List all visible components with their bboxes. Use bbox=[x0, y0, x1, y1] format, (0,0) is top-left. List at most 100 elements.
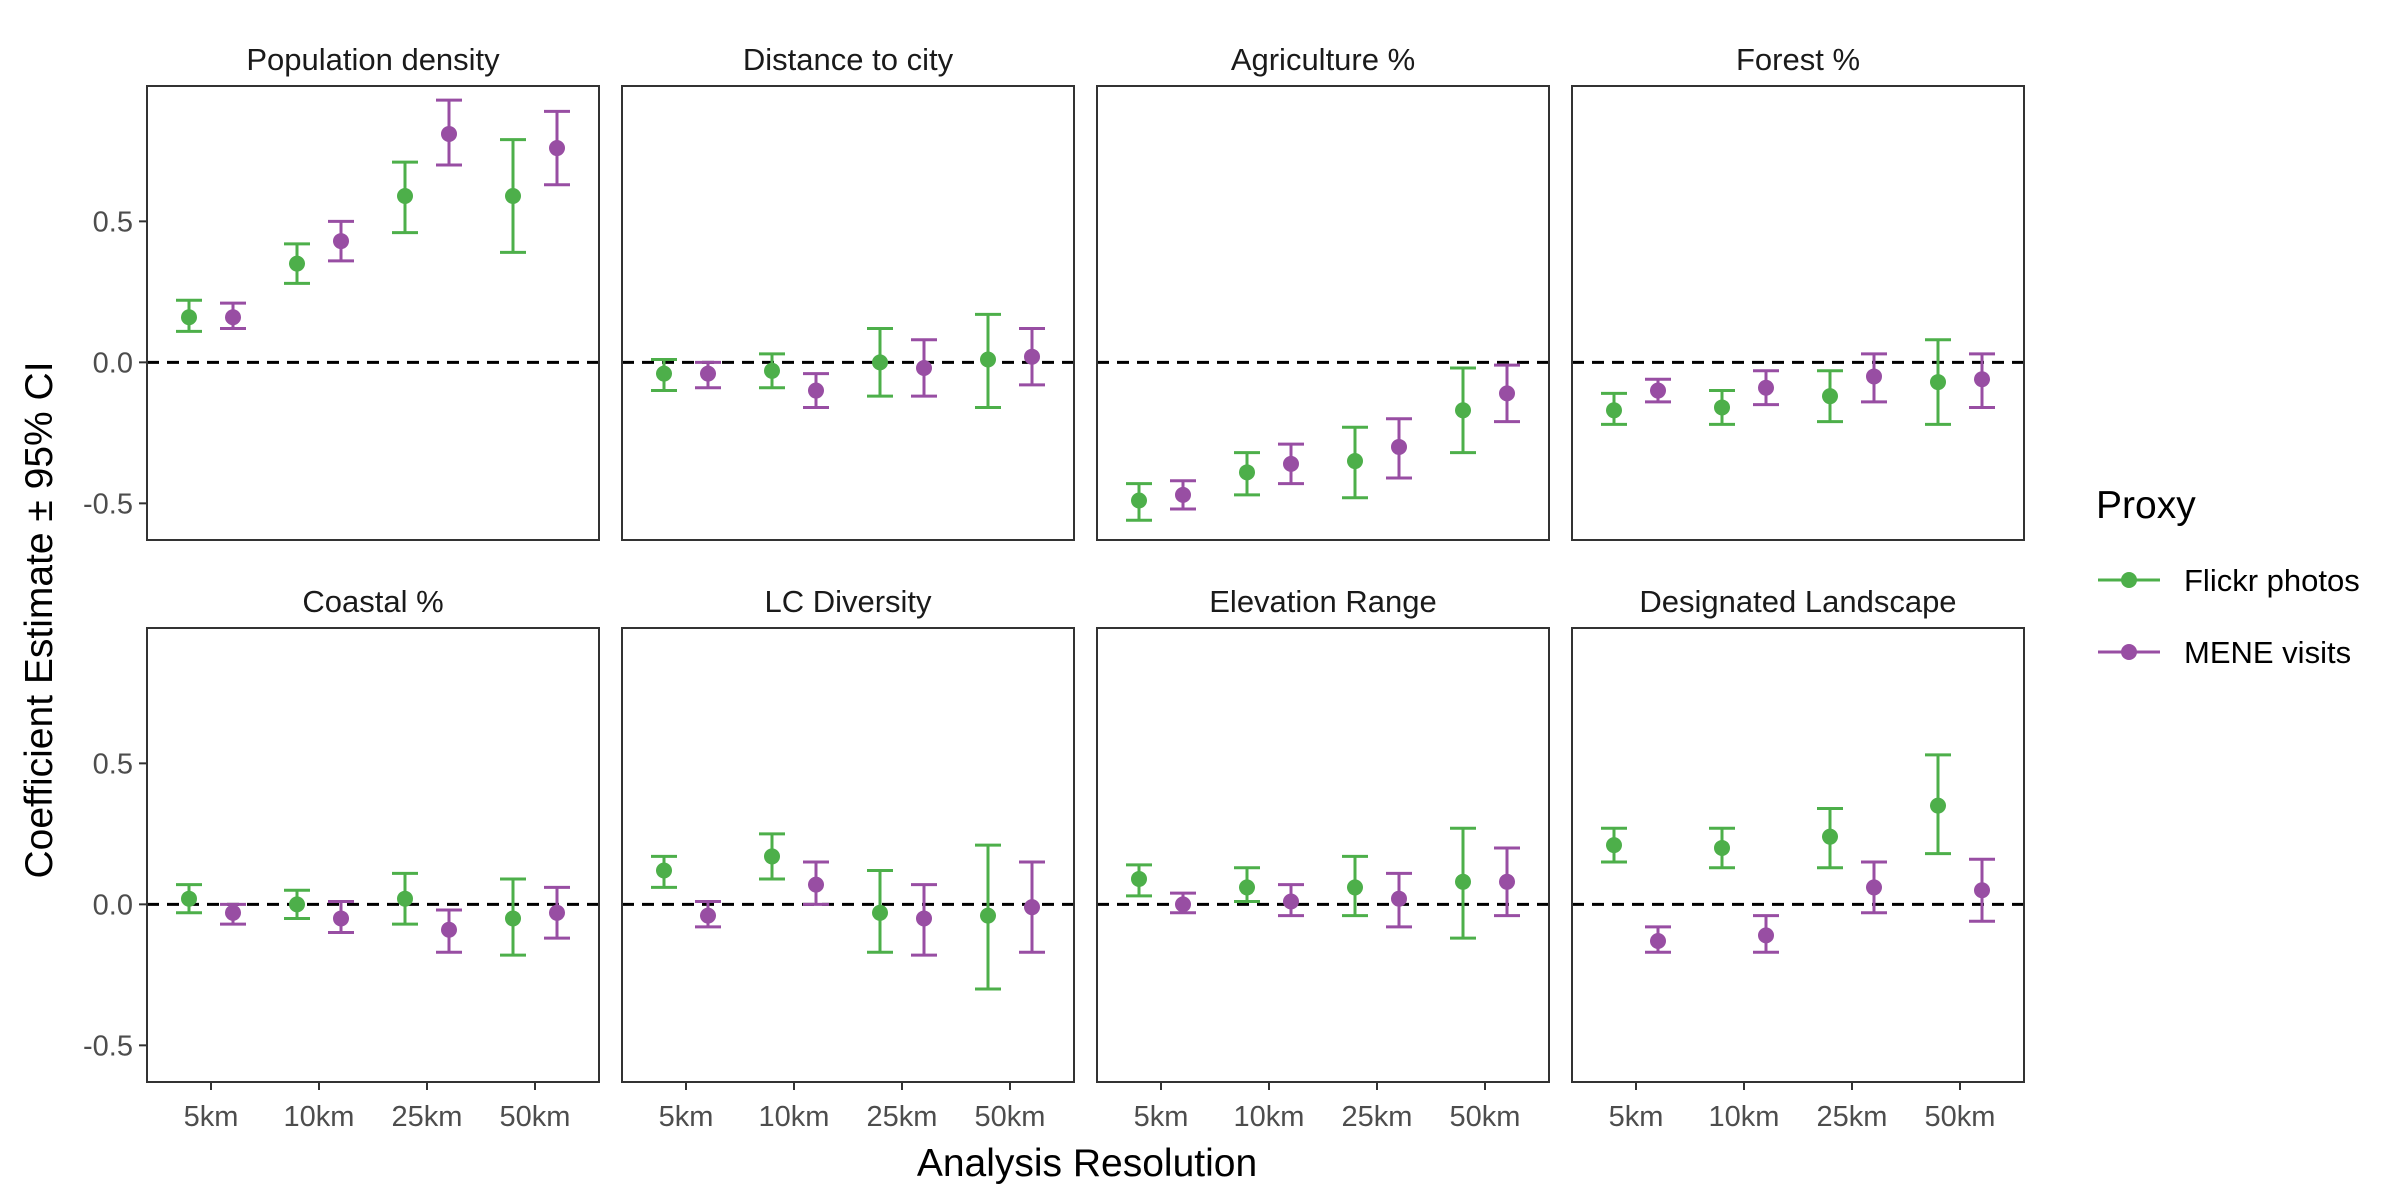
panel-title: Designated Landscape bbox=[1639, 584, 1956, 619]
panel-title: Population density bbox=[246, 42, 500, 77]
estimate-point bbox=[1974, 882, 1990, 899]
estimate-point bbox=[1131, 492, 1147, 509]
y-tick-label: 0.5 bbox=[93, 206, 133, 238]
panel-title: Elevation Range bbox=[1209, 584, 1437, 619]
estimate-point bbox=[1391, 438, 1407, 455]
x-tick-label: 5km bbox=[659, 1101, 714, 1133]
panel-background bbox=[147, 628, 599, 1082]
estimate-point bbox=[1347, 879, 1363, 896]
y-tick-label: -0.5 bbox=[83, 1030, 133, 1062]
panel-background bbox=[1097, 628, 1549, 1082]
panel-border bbox=[1571, 85, 2025, 541]
estimate-point bbox=[181, 309, 197, 326]
estimate-point bbox=[441, 921, 457, 938]
estimate-point bbox=[1930, 374, 1946, 391]
series-flickr-photos bbox=[1126, 366, 1476, 522]
panel-2: Distance to city bbox=[621, 42, 1075, 541]
x-tick-label: 5km bbox=[1609, 1101, 1664, 1133]
estimate-point bbox=[1499, 873, 1515, 890]
panel-background bbox=[622, 86, 1074, 540]
estimate-point bbox=[1650, 382, 1666, 399]
estimate-point bbox=[980, 351, 996, 368]
series-mene-visits bbox=[1645, 352, 1995, 409]
estimate-point bbox=[1650, 933, 1666, 950]
estimate-point bbox=[1606, 402, 1622, 419]
estimate-point bbox=[700, 907, 716, 924]
series-flickr-photos bbox=[651, 312, 1001, 409]
estimate-point bbox=[656, 365, 672, 382]
panel-4: Forest % bbox=[1571, 42, 2025, 541]
estimate-point bbox=[549, 904, 565, 921]
estimate-point bbox=[700, 365, 716, 382]
panel-border bbox=[621, 627, 1075, 1083]
legend-title: Proxy bbox=[2096, 484, 2196, 527]
panel-border bbox=[146, 627, 600, 1083]
panels-layer: Population density -0.5 0.0 0.5 Distance to … bbox=[83, 42, 2025, 1133]
estimate-point bbox=[1974, 371, 1990, 388]
series-flickr-photos bbox=[1601, 753, 1951, 870]
x-tick-label: 25km bbox=[392, 1101, 463, 1133]
estimate-point bbox=[808, 382, 824, 399]
panel-7: Elevation Range 5km 10km 25km 50km bbox=[1096, 584, 1550, 1133]
estimate-point bbox=[1930, 797, 1946, 814]
legend-label: MENE visits bbox=[2184, 635, 2351, 670]
series-mene-visits bbox=[1170, 363, 1520, 511]
panel-6: LC Diversity 5km 10km 25km 50km bbox=[621, 584, 1075, 1133]
series-flickr-photos bbox=[651, 832, 1001, 991]
estimate-point bbox=[1347, 453, 1363, 470]
y-tick-label: 0.0 bbox=[93, 347, 133, 379]
estimate-point bbox=[1283, 893, 1299, 910]
estimate-point bbox=[1714, 399, 1730, 416]
panel-border bbox=[1571, 627, 2025, 1083]
panel-background bbox=[1572, 628, 2024, 1082]
series-mene-visits bbox=[695, 860, 1045, 957]
series-flickr-photos bbox=[176, 871, 526, 957]
estimate-point bbox=[1131, 870, 1147, 887]
x-tick-label: 50km bbox=[1925, 1101, 1996, 1133]
panel-title: Agriculture % bbox=[1231, 42, 1415, 77]
series-mene-visits bbox=[220, 885, 570, 954]
estimate-point bbox=[397, 187, 413, 204]
panel-border bbox=[146, 85, 600, 541]
estimate-point bbox=[1866, 879, 1882, 896]
estimate-point bbox=[1499, 385, 1515, 402]
x-tick-label: 10km bbox=[759, 1101, 830, 1133]
estimate-point bbox=[289, 255, 305, 272]
series-flickr-photos bbox=[176, 138, 526, 333]
estimate-point bbox=[656, 862, 672, 879]
estimate-point bbox=[505, 910, 521, 927]
estimate-point bbox=[441, 125, 457, 142]
panel-border bbox=[1096, 627, 1550, 1083]
estimate-point bbox=[1866, 368, 1882, 385]
legend-label: Flickr photos bbox=[2184, 563, 2360, 598]
x-tick-label: 25km bbox=[867, 1101, 938, 1133]
legend-key-point bbox=[2121, 572, 2137, 588]
legend-entry: Flickr photos bbox=[2098, 563, 2360, 598]
estimate-point bbox=[872, 354, 888, 371]
panel-1: Population density -0.5 0.0 0.5 bbox=[83, 42, 600, 541]
x-tick-label: 10km bbox=[1234, 1101, 1305, 1133]
estimate-point bbox=[333, 910, 349, 927]
series-mene-visits bbox=[220, 98, 570, 331]
x-tick-label: 10km bbox=[284, 1101, 355, 1133]
series-flickr-photos bbox=[1601, 338, 1951, 426]
legend: Proxy Flickr photos MENE visits bbox=[2096, 484, 2360, 670]
y-tick-label: 0.0 bbox=[93, 889, 133, 921]
estimate-point bbox=[289, 896, 305, 913]
panel-title: LC Diversity bbox=[764, 584, 932, 619]
series-mene-visits bbox=[695, 327, 1045, 409]
estimate-point bbox=[1455, 402, 1471, 419]
y-tick-label: -0.5 bbox=[83, 488, 133, 520]
panel-title: Forest % bbox=[1736, 42, 1860, 77]
series-mene-visits bbox=[1645, 857, 1995, 954]
panel-background bbox=[147, 86, 599, 540]
estimate-point bbox=[181, 890, 197, 907]
estimate-point bbox=[1239, 464, 1255, 481]
estimate-point bbox=[1714, 839, 1730, 856]
estimate-point bbox=[225, 309, 241, 326]
estimate-point bbox=[1606, 837, 1622, 854]
estimate-point bbox=[1822, 828, 1838, 845]
x-tick-label: 50km bbox=[500, 1101, 571, 1133]
legend-entry: MENE visits bbox=[2098, 635, 2351, 670]
